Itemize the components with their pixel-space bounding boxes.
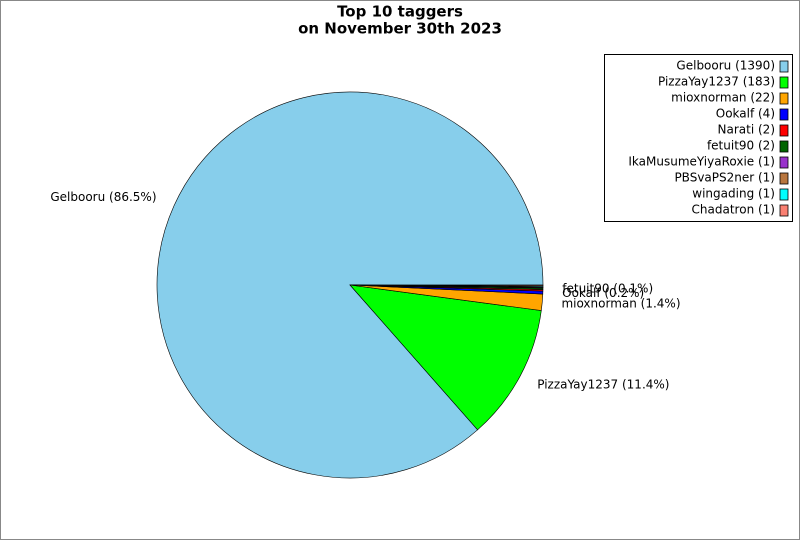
legend-swatch — [779, 60, 789, 73]
slice-label: Gelbooru (86.5%) — [50, 190, 156, 204]
legend-label: fetuit90 (2) — [707, 139, 775, 153]
slice-label: fetuit90 (0.1%) — [562, 282, 653, 296]
legend-label: Chadatron (1) — [692, 203, 775, 217]
legend-swatch — [779, 92, 789, 105]
legend-box — [604, 54, 793, 222]
legend-label: IkaMusumeYiyaRoxie (1) — [628, 155, 775, 169]
legend-label: PBSvaPS2ner (1) — [674, 171, 775, 185]
chart-subtitle: on November 30th 2023 — [298, 20, 502, 38]
legend-label: Gelbooru (1390) — [676, 59, 775, 73]
legend-label: PizzaYay1237 (183) — [658, 75, 775, 89]
slice-label: PizzaYay1237 (11.4%) — [537, 378, 669, 392]
legend-swatch — [779, 140, 789, 153]
legend-swatch — [779, 188, 789, 201]
pie-slice — [156, 91, 544, 479]
legend-swatch — [779, 156, 789, 169]
legend-label: Narati (2) — [718, 123, 775, 137]
legend-swatch — [779, 76, 789, 89]
pie-slice — [349, 284, 542, 431]
slice-label: Ookalf (0.2%) — [562, 286, 644, 300]
slice-label: mioxnorman (1.4%) — [561, 297, 680, 311]
legend-swatch — [779, 124, 789, 137]
legend-label: Ookalf (4) — [716, 107, 775, 121]
legend-swatch — [779, 172, 789, 185]
legend-swatch — [779, 108, 789, 121]
chart-title: Top 10 taggers — [337, 3, 463, 21]
legend-label: wingading (1) — [692, 187, 775, 201]
pie-slice — [349, 284, 544, 287]
legend-label: mioxnorman (22) — [671, 91, 775, 105]
legend-swatch — [779, 204, 789, 217]
